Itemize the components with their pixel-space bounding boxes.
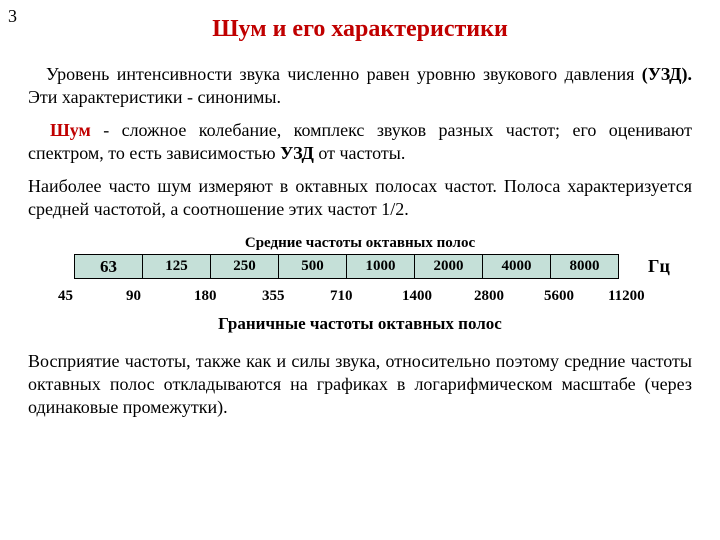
boundary-freq-label: 5600 (544, 288, 574, 305)
center-freq-cell: 1000 (347, 255, 415, 279)
paragraph-log-scale: Восприятие частоты, также как и силы зву… (28, 350, 692, 419)
boundary-freq-label: 90 (126, 288, 141, 305)
page-title: Шум и его характеристики (28, 16, 692, 43)
center-freq-cell: 125 (143, 255, 211, 279)
abbr-uzd: УЗД (280, 143, 314, 163)
boundary-freq-label: 1400 (402, 288, 432, 305)
boundary-freq-row: 45 90 180 355 710 1400 2800 5600 11200 (28, 288, 692, 310)
center-freq-cell: 8000 (551, 255, 619, 279)
boundary-freq-label: 45 (58, 288, 73, 305)
boundary-freq-label: 2800 (474, 288, 504, 305)
unit-hz: Гц (648, 256, 670, 277)
lead-word-noise: Шум (50, 120, 91, 140)
paragraph-intensity: Уровень интенсивности звука численно рав… (28, 63, 692, 109)
abbr-uzd: (УЗД). (642, 64, 692, 84)
boundary-freq-label: 11200 (608, 288, 645, 305)
center-freq-cell: 250 (211, 255, 279, 279)
table-caption-top: Средние частоты октавных полос (28, 235, 692, 252)
center-freq-cell: 500 (279, 255, 347, 279)
paragraph-noise-def: Шум - сложное колебание, комплекс звуков… (28, 119, 692, 165)
center-freq-cell: 63 (75, 255, 143, 279)
paragraph-octave: Наиболее часто шум измеряют в октавных п… (28, 175, 692, 221)
center-freq-row: 631252505001000200040008000 Гц (28, 254, 692, 282)
page-number: 3 (8, 6, 17, 27)
text-run: от частоты. (314, 143, 406, 163)
text-run: Уровень интенсивности звука численно рав… (46, 64, 642, 84)
boundary-freq-label: 355 (262, 288, 285, 305)
center-freq-table: 631252505001000200040008000 (74, 254, 619, 279)
text-run: Эти характеристики - синонимы. (28, 87, 281, 107)
slide-page: 3 Шум и его характеристики Уровень интен… (0, 0, 720, 540)
center-freq-cell: 2000 (415, 255, 483, 279)
boundary-freq-label: 180 (194, 288, 217, 305)
table-caption-bottom: Граничные частоты октавных полос (28, 314, 692, 334)
boundary-freq-label: 710 (330, 288, 353, 305)
table-row: 631252505001000200040008000 (75, 255, 619, 279)
center-freq-cell: 4000 (483, 255, 551, 279)
